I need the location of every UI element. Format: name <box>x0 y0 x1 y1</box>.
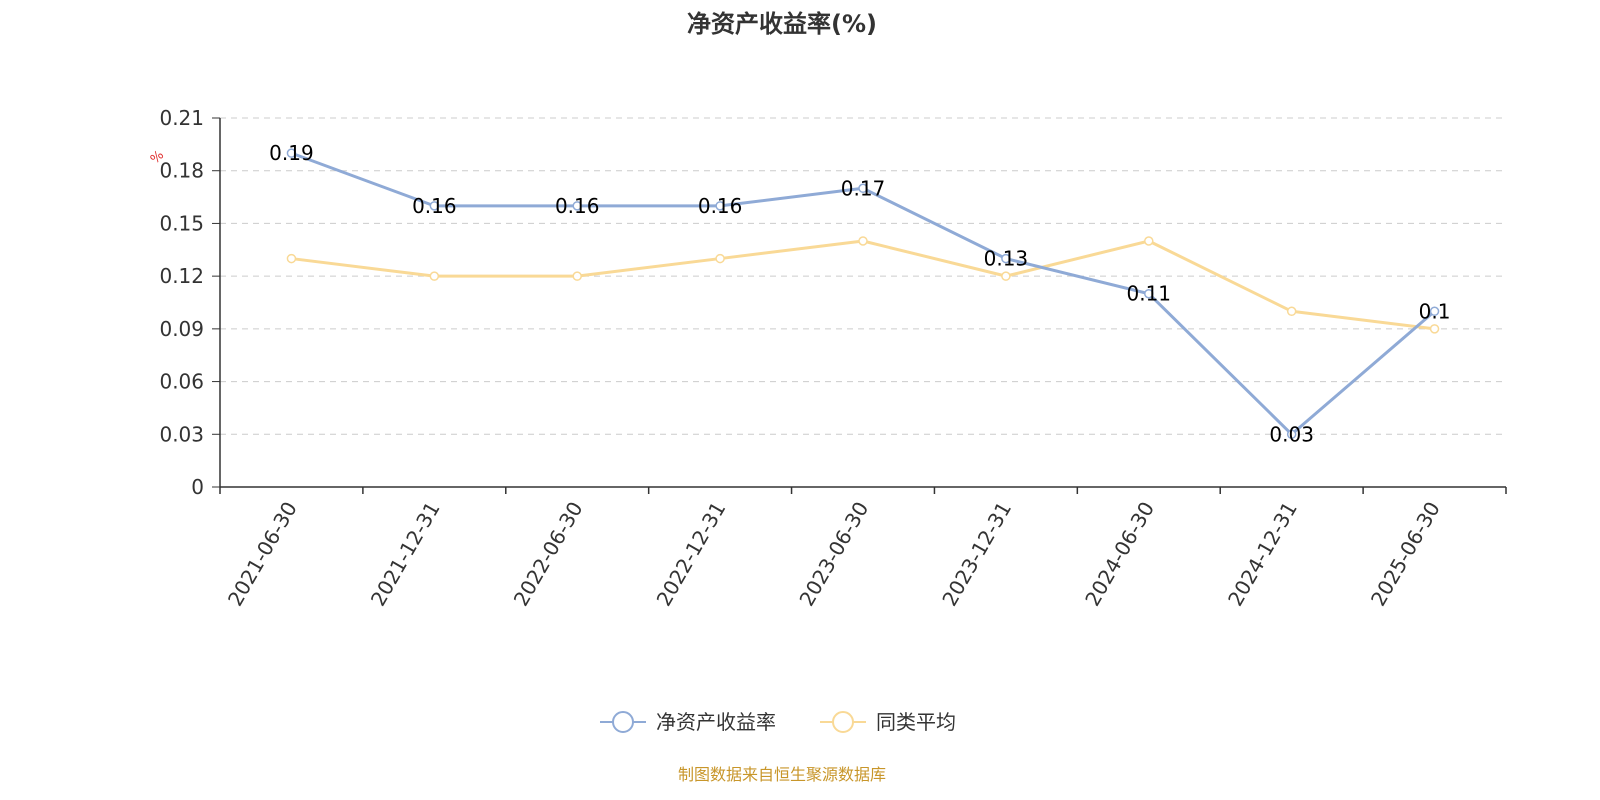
y-tick-label: 0.18 <box>159 159 204 183</box>
series-lines <box>286 148 1440 440</box>
grid-lines <box>220 117 1506 435</box>
data-point[interactable] <box>715 201 725 211</box>
data-label: 0.13 <box>984 247 1029 271</box>
axes: 0 0.03 0.06 0.09 0.12 0.15 0.18 0.21 2021-06-30 2… <box>159 106 1507 611</box>
legend-label: 净资产收益率 <box>656 710 776 734</box>
data-point[interactable] <box>572 271 582 281</box>
chart-title: 净资产收益率(%) <box>687 10 877 38</box>
x-tick-label: 2022-06-30 <box>509 498 588 611</box>
legend-marker-icon <box>832 711 854 733</box>
legend-item-roe[interactable]: 净资产收益率 <box>600 710 776 734</box>
y-tick-label: 0 <box>191 475 204 499</box>
data-point[interactable] <box>1001 253 1011 264</box>
data-point[interactable] <box>858 183 868 194</box>
data-point[interactable] <box>1001 271 1011 281</box>
x-tick-label: 2022-12-31 <box>652 498 731 611</box>
y-tick-label: 0.03 <box>159 422 204 446</box>
x-tick-label: 2024-06-30 <box>1080 498 1159 611</box>
x-tick-label: 2025-06-30 <box>1366 498 1445 611</box>
data-labels: 0.19 0.16 0.16 0.16 0.17 0.13 0.11 0.03 0.1 <box>269 141 1450 446</box>
data-point[interactable] <box>286 253 297 264</box>
data-point[interactable] <box>1144 288 1154 299</box>
y-tick-label: 0.12 <box>159 264 204 288</box>
x-tick-label: 2021-12-31 <box>366 498 445 611</box>
data-point[interactable] <box>715 253 725 264</box>
legend-marker-icon <box>612 711 634 733</box>
data-label: 0.17 <box>841 176 886 200</box>
data-label: 0.16 <box>555 194 600 218</box>
data-point[interactable] <box>858 236 868 246</box>
y-tick-label: 0.09 <box>159 317 204 341</box>
data-point[interactable] <box>1429 306 1440 317</box>
series-roe <box>286 148 1440 440</box>
data-label: 0.11 <box>1127 282 1172 306</box>
series-peer-average <box>286 236 1440 334</box>
data-label: 0.1 <box>1419 299 1451 323</box>
legend-item-peer-average[interactable]: 同类平均 <box>820 710 956 734</box>
y-tick-label: 0.06 <box>159 370 204 394</box>
data-point[interactable] <box>1144 236 1154 246</box>
y-tick-label: 0.15 <box>159 211 204 235</box>
series-line <box>291 239 1435 331</box>
x-tick-label: 2023-12-31 <box>937 498 1016 611</box>
data-point[interactable] <box>286 148 297 158</box>
legend-label: 同类平均 <box>876 710 956 734</box>
x-tick-label: 2021-06-30 <box>223 498 302 611</box>
data-label: 0.16 <box>698 194 743 218</box>
data-label: 0.03 <box>1269 422 1314 446</box>
data-label: 0.19 <box>269 141 314 165</box>
x-tick-label: 2023-06-30 <box>794 498 873 611</box>
data-point[interactable] <box>1429 324 1440 334</box>
x-tick-label: 2024-12-31 <box>1223 498 1302 611</box>
y-tick-label: 0.21 <box>159 106 204 130</box>
data-point[interactable] <box>572 201 582 211</box>
data-point[interactable] <box>1286 429 1297 440</box>
data-label: 0.16 <box>412 194 457 218</box>
source-note: 制图数据来自恒生聚源数据库 <box>678 765 886 784</box>
data-point[interactable] <box>429 201 440 211</box>
legend[interactable]: 净资产收益率 同类平均 <box>600 710 956 734</box>
data-point[interactable] <box>1286 306 1297 317</box>
data-point[interactable] <box>429 271 440 281</box>
